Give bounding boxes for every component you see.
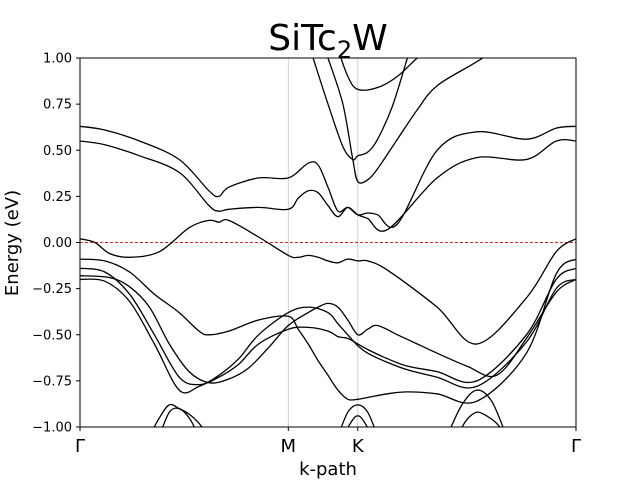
x-tick-label-3: Γ [571,436,581,457]
band-line-15 [461,411,501,427]
band-line-11 [162,407,196,427]
x-tick-label-2: K [352,436,365,457]
y-tick-label-5: 0.25 [43,190,72,205]
x-tick-label-1: M [281,436,297,457]
y-tick-label-8: 1.00 [43,52,72,67]
x-axis-label: k-path [299,459,357,480]
y-tick-label-7: 0.75 [43,98,72,113]
x-tick-label-0: Γ [75,436,85,457]
y-axis-label: Energy (eV) [2,190,23,296]
band-line-14 [450,389,504,427]
y-axis-ticks: −1.00 −0.75 −0.50 −0.25 0.00 0.25 0.50 0.75 1.00 [32,52,80,436]
chart-title-tail: W [352,18,388,59]
band-line-5 [80,278,576,394]
band-line-12 [340,404,375,427]
chart-title: SiTc2W [268,18,387,64]
band-line-1 [80,138,576,232]
band-line-8 [327,58,484,184]
band-line-0 [80,125,576,229]
band-line-7 [312,58,409,161]
band-line-6 [80,275,576,384]
y-tick-label-4: 0.00 [43,236,72,251]
band-line-2 [80,218,576,345]
chart-title-subscript: 2 [337,36,352,64]
y-tick-label-0: −1.00 [32,421,72,436]
y-tick-label-2: −0.50 [32,328,72,343]
y-tick-label-1: −0.75 [32,374,72,389]
chart-title-base: SiTc [268,18,337,59]
band-line-4 [80,267,576,386]
y-tick-label-6: 0.50 [43,144,72,159]
band-line-13 [347,415,369,427]
band-line-9 [340,58,419,91]
bands-group [80,58,576,427]
y-tick-label-3: −0.25 [32,282,72,297]
band-line-3 [80,258,576,404]
